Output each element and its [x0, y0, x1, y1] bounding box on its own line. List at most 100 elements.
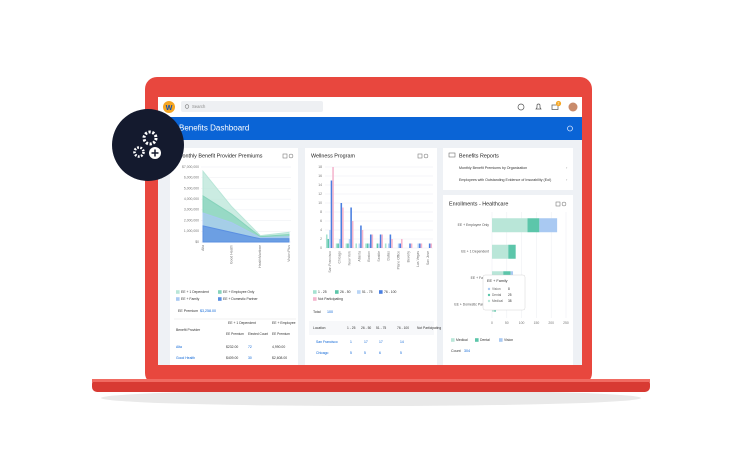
x-tick-label: Good Health [230, 245, 234, 264]
legend-label: 51 - 75 [362, 290, 373, 294]
y-tick-label: 1,000,000 [184, 229, 199, 233]
y-tick-label: 14 [318, 183, 322, 187]
avatar[interactable] [568, 102, 578, 112]
table-cell[interactable]: 17 [379, 340, 383, 344]
y-tick-label: $7,000,000 [182, 165, 199, 169]
report-link[interactable]: Employees with Outstanding Evidence of I… [459, 178, 551, 182]
table-cell[interactable]: 1 [350, 340, 352, 344]
tooltip-dot [487, 287, 491, 291]
bell-icon[interactable] [535, 103, 542, 110]
chat-icon[interactable] [517, 103, 525, 111]
chevron: › [566, 165, 568, 170]
bar [325, 234, 328, 248]
logo-badge[interactable] [163, 101, 175, 113]
table-header: 26 - 50 [361, 326, 371, 330]
tooltip-dot [487, 293, 491, 297]
table-subheader: EE Premium [226, 332, 244, 336]
legend-swatch [475, 338, 479, 342]
y-tick-label: 5,000,000 [184, 186, 199, 190]
tooltip [482, 274, 526, 311]
bar [430, 243, 433, 248]
panel-title: Wellness Program [311, 153, 355, 159]
bar-segment [492, 218, 528, 233]
legend-swatch [218, 297, 222, 301]
legend-label: EE + Domestic Partner [223, 297, 258, 301]
bar-segment [492, 244, 509, 259]
legend-swatch [499, 338, 503, 342]
tooltip-label: Medical [492, 299, 503, 303]
count-label: Count [451, 349, 461, 353]
legend-swatch [313, 290, 317, 294]
tooltip-label: Vision [492, 287, 501, 291]
panel-tool[interactable] [417, 153, 423, 159]
table-header: EE + Employee [272, 321, 296, 325]
legend-label: 1 - 25 [318, 290, 327, 294]
y-tick-label: 10 [318, 201, 322, 205]
legend-label: EE + 1 Dependent [181, 290, 209, 294]
bar [420, 243, 423, 248]
legend-swatch [357, 290, 361, 294]
bar [342, 207, 344, 248]
summary-value[interactable]: $3,258.00 [200, 309, 216, 313]
tooltip-dot [487, 299, 491, 303]
bar [350, 207, 352, 248]
table-cell[interactable]: Good Health [176, 356, 195, 360]
x-tick-label: New York [347, 251, 351, 266]
table-cell: $232.00 [226, 345, 238, 349]
bar [379, 234, 382, 248]
panel-tool[interactable] [282, 153, 288, 159]
table-cell[interactable]: Chicago [316, 351, 329, 355]
legend-label: 26 - 50 [340, 290, 351, 294]
x-tick-label: 250 [563, 321, 569, 325]
table-cell[interactable]: Alta [176, 345, 182, 349]
bar-segment [508, 244, 516, 259]
header-title: Benefits Dashboard [179, 124, 249, 133]
x-tick-label: Dallas [387, 251, 391, 261]
table-head-bg [309, 321, 434, 335]
table-cell[interactable]: 5 [350, 351, 352, 355]
header-settings[interactable] [567, 125, 573, 132]
bar [410, 243, 413, 248]
table-cell[interactable]: San Francisco [316, 340, 338, 344]
tooltip-title: EE + Family [487, 279, 508, 283]
table-cell: 4,990.00 [272, 345, 285, 349]
legend-swatch [313, 297, 317, 301]
bar [399, 243, 401, 248]
table-header: Benefit Provider [176, 328, 201, 332]
bar [358, 243, 361, 248]
table-header: Location [313, 326, 326, 330]
panel-settings[interactable] [423, 153, 429, 159]
bar [400, 239, 403, 248]
panel-settings[interactable] [561, 201, 567, 207]
bar [351, 221, 354, 248]
legend-swatch [176, 290, 180, 294]
laptop-base [92, 379, 650, 392]
logo[interactable]: W [166, 105, 173, 112]
search-placeholder: Search [192, 104, 206, 109]
panel-settings[interactable] [288, 153, 294, 159]
total-label: Total [313, 310, 321, 314]
panel-title: Enrollments - Healthcare [449, 201, 508, 207]
header-bar [158, 117, 582, 140]
table-cell[interactable]: 17 [364, 340, 368, 344]
table-cell[interactable]: 5 [400, 351, 402, 355]
x-tick-label: Seattle [377, 251, 381, 262]
table-cell[interactable]: 6 [379, 351, 381, 355]
table-cell[interactable]: 14 [400, 340, 404, 344]
table-cell[interactable]: 5 [364, 351, 366, 355]
table-header: EE + 1 Dependent [228, 321, 256, 325]
panel-title: Benefits Reports [459, 153, 499, 159]
report-link[interactable]: Monthly Benefit Premiums by Organization [459, 166, 527, 170]
x-tick-label: Alta [201, 245, 205, 251]
panel-tool[interactable] [555, 201, 561, 207]
legend-swatch [451, 338, 455, 342]
bar [388, 243, 390, 248]
inbox-icon[interactable] [551, 104, 559, 110]
count-value[interactable]: 304 [464, 349, 470, 353]
bar [409, 243, 411, 248]
x-tick-label: San Francisco [328, 251, 332, 273]
bar [368, 243, 370, 248]
total-value[interactable]: 100 [327, 310, 333, 314]
y-tick-label: 4,000,000 [184, 197, 199, 201]
search-box[interactable] [181, 101, 323, 112]
